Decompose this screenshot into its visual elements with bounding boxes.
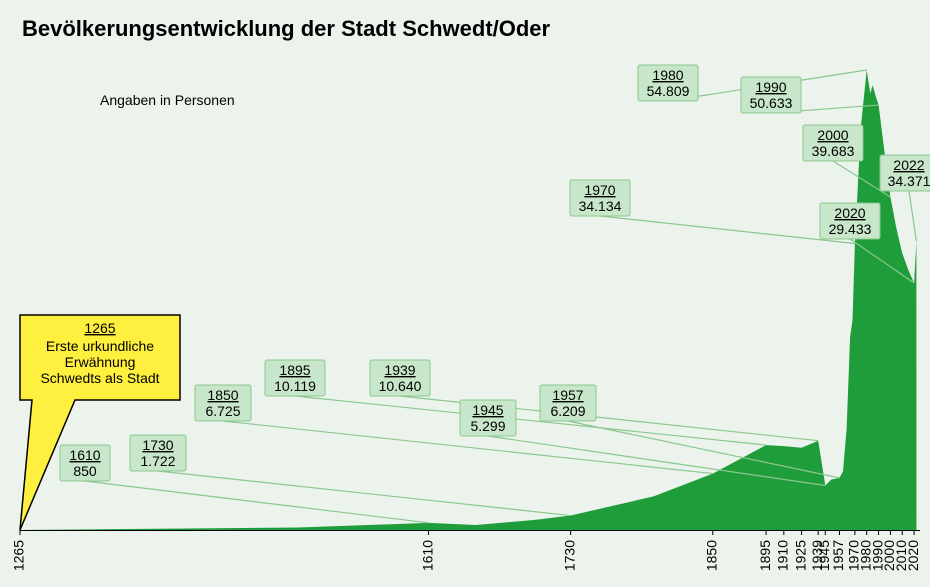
callout-leader [600,216,855,244]
svg-text:1957: 1957 [830,540,846,571]
chart-svg: 1265161017301850189519101925193919451957… [0,0,930,587]
special-text: Erwähnung [65,354,136,370]
callout-leader [909,191,916,242]
callout-leader [158,471,571,516]
x-tick: 1957 [830,540,846,571]
x-tick: 2020 [905,540,921,571]
x-tick: 1730 [561,540,577,571]
callout-year: 1980 [652,67,683,83]
special-year: 1265 [84,320,115,336]
callout-year: 1970 [584,182,615,198]
callout-year: 1945 [472,402,503,418]
x-tick: 1925 [792,540,808,571]
callout-year: 1730 [142,437,173,453]
callout-value: 54.809 [647,83,690,99]
callout-value: 34.371 [888,173,930,189]
callout-year: 1939 [384,362,415,378]
callout-value: 29.433 [829,221,872,237]
callout-value: 6.209 [550,403,585,419]
population-chart: Bevölkerungsentwicklung der Stadt Schwed… [0,0,930,587]
callout-year: 2000 [817,127,848,143]
callout-year: 1957 [552,387,583,403]
callout-year: 1610 [69,447,100,463]
x-tick: 1850 [703,540,719,571]
x-tick: 1265 [11,540,27,571]
callout-value: 50.633 [750,95,793,111]
callout-leader [295,396,766,445]
callout-value: 10.640 [379,378,422,394]
svg-text:2020: 2020 [905,540,921,571]
x-tick: 1610 [419,540,435,571]
x-tick: 1895 [757,540,773,571]
callout-year: 2022 [893,157,924,173]
svg-text:1925: 1925 [792,540,808,571]
svg-text:1610: 1610 [419,540,435,571]
callout-year: 1990 [755,79,786,95]
svg-text:1850: 1850 [703,540,719,571]
callout-value: 5.299 [470,418,505,434]
svg-text:1730: 1730 [561,540,577,571]
callout-value: 34.134 [579,198,622,214]
svg-text:1895: 1895 [757,540,773,571]
callout-leader [85,481,429,523]
callout-value: 6.725 [205,403,240,419]
callout-value: 39.683 [812,143,855,159]
chart-subtitle: Angaben in Personen [100,92,235,108]
svg-text:1910: 1910 [775,540,791,571]
special-text: Erste urkundliche [46,338,154,354]
callout-year: 1895 [279,362,310,378]
chart-title: Bevölkerungsentwicklung der Stadt Schwed… [22,16,550,42]
callout-year: 2020 [834,205,865,221]
svg-text:1265: 1265 [11,540,27,571]
callout-value: 850 [73,463,97,479]
special-text: Schwedts als Stadt [40,370,159,386]
callout-year: 1850 [207,387,238,403]
callout-value: 1.722 [140,453,175,469]
callout-value: 10.119 [274,378,316,394]
x-tick: 1910 [775,540,791,571]
